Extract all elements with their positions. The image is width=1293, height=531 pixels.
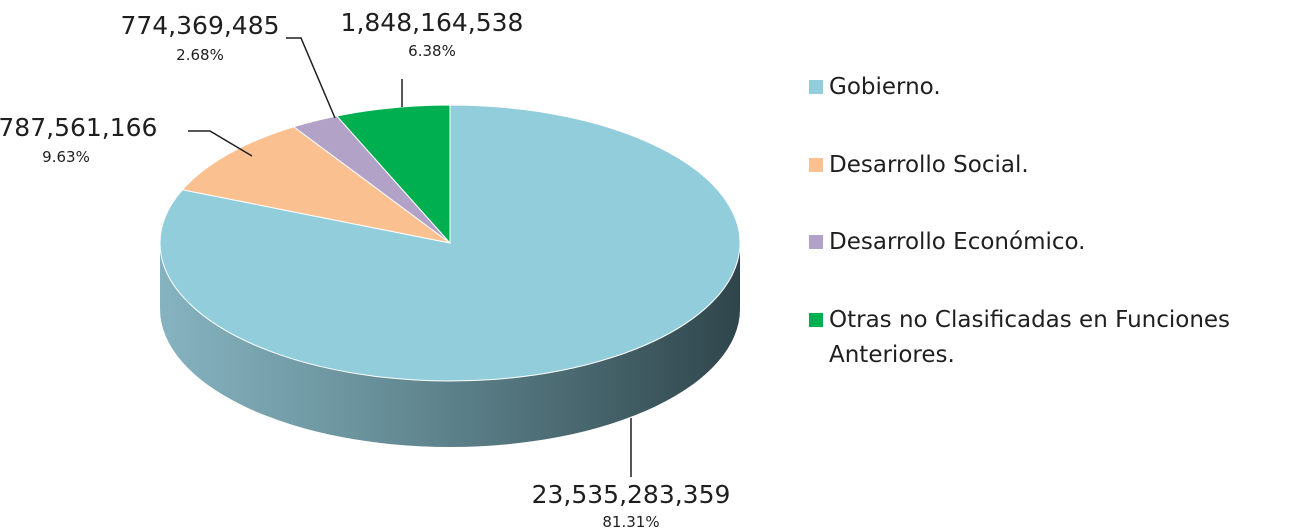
pie-slices — [159, 104, 741, 382]
value-label-gobierno: 23,535,283,359 — [532, 480, 731, 509]
pie-slice-otras-no-clasificadas-en-funciones-anteriores — [335, 104, 451, 245]
legend-label-desarrollo-social: Desarrollo Social. — [829, 152, 1029, 178]
legend-swatch-gobierno — [809, 80, 823, 94]
percent-label-otras-no-clasificadas-en-funciones-anteriores: 6.38% — [408, 42, 456, 60]
pie-slice-gobierno — [159, 104, 741, 382]
legend-label-otras-no-clasificadas-en-funciones-anteriores: Otras no Clasificadas en Funciones — [829, 307, 1230, 333]
legend-item-gobierno: Gobierno. — [809, 74, 941, 100]
legend-label-gobierno: Gobierno. — [829, 74, 941, 100]
legend-label-otras-no-clasificadas-en-funciones-anteriores-line-2: Anteriores. — [829, 342, 955, 368]
leader-line-desarrollo-economico — [286, 37, 336, 119]
legend-item-desarrollo-economico: Desarrollo Económico. — [809, 229, 1086, 255]
leader-line-desarrollo-social — [188, 130, 253, 157]
legend: Gobierno. Desarrollo Social. Desarrollo Ec… — [809, 74, 1230, 368]
data-labels: 23,535,283,359 81.31% 2,787,561,166 9.63% 77… — [0, 8, 730, 531]
pie-slice-desarrollo-social — [181, 126, 451, 244]
legend-item-otras-no-clasificadas-en-funciones-anteriores: Otras no Clasificadas en Funciones Anteri… — [809, 307, 1230, 368]
value-label-desarrollo-economico: 774,369,485 — [120, 11, 279, 40]
pie-side-gobierno — [160, 243, 740, 447]
legend-swatch-desarrollo-social — [809, 158, 823, 172]
percent-label-gobierno: 81.31% — [602, 513, 659, 531]
value-label-otras-no-clasificadas-en-funciones-anteriores: 1,848,164,538 — [341, 8, 524, 37]
legend-item-desarrollo-social: Desarrollo Social. — [809, 152, 1029, 178]
percent-label-desarrollo-social: 9.63% — [42, 148, 90, 166]
legend-swatch-desarrollo-economico — [809, 235, 823, 249]
leader-lines — [188, 37, 632, 477]
percent-label-desarrollo-economico: 2.68% — [176, 46, 224, 64]
legend-swatch-otras-no-clasificadas-en-funciones-anteriores — [809, 313, 823, 327]
legend-label-desarrollo-economico: Desarrollo Económico. — [829, 229, 1086, 255]
pie-side-wall — [160, 243, 740, 447]
value-label-desarrollo-social: 2,787,561,166 — [0, 113, 157, 142]
